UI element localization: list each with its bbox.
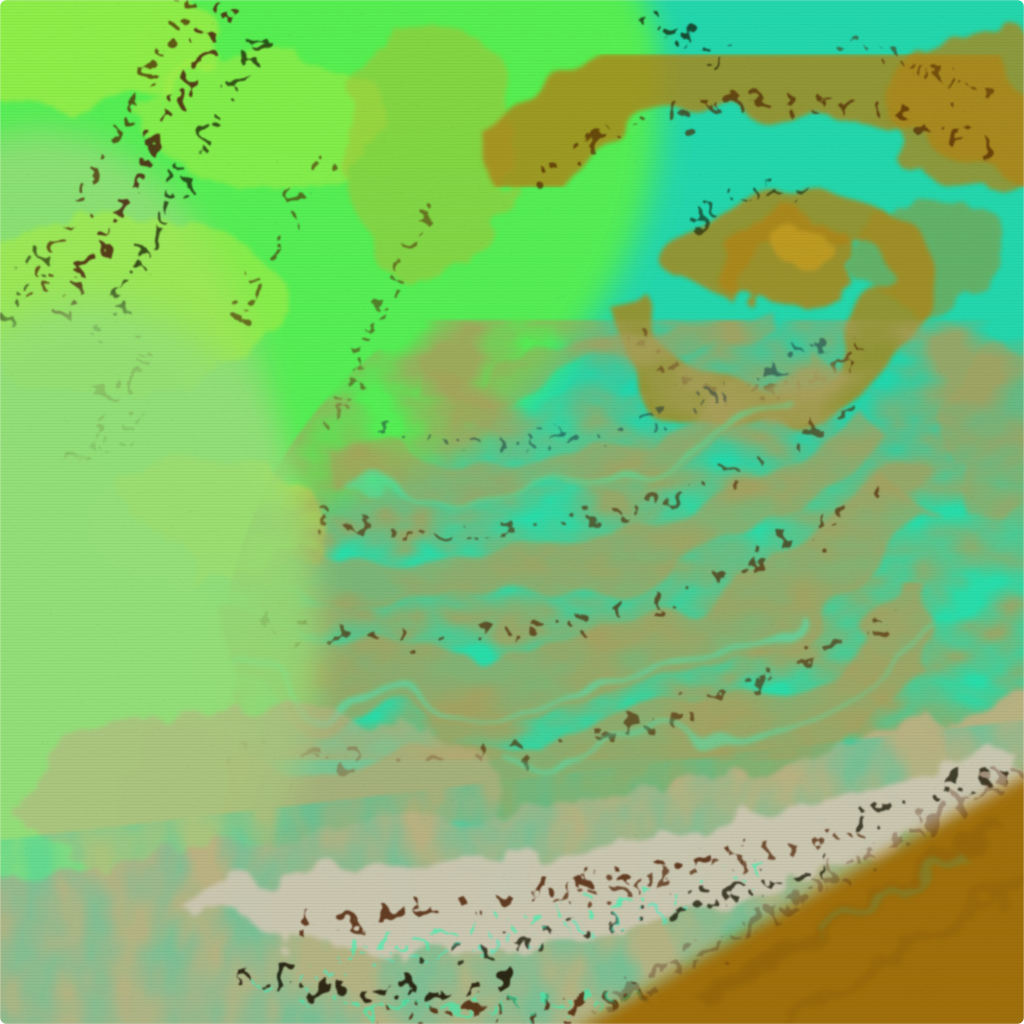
satellite-image: [0, 0, 1024, 1024]
page: [0, 0, 1024, 1024]
grain-overlay: [0, 0, 1024, 1024]
satellite-scene-svg: [0, 0, 1024, 1024]
